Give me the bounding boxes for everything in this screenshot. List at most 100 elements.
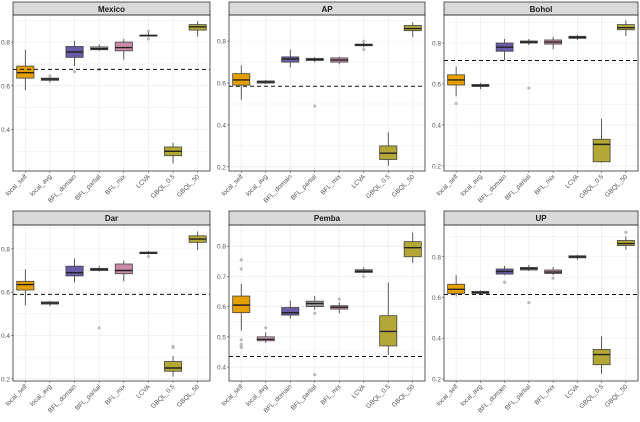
x-tick-label: LCVA — [564, 173, 581, 190]
panel-pemba: Pemba 0.4 0.5 0.6 0.7 0.8 local_self local_avg B… — [217, 210, 426, 414]
x-tick-label: local_self — [221, 383, 245, 407]
x-tick-label: BFL_partial — [290, 383, 319, 412]
x-tick-label: BFL_partial — [290, 173, 319, 202]
box-iqr — [114, 263, 133, 275]
x-tick-label: GBQL_50 — [604, 383, 630, 409]
x-tick-label: local_avg — [245, 383, 270, 408]
box-iqr — [281, 307, 300, 316]
x-tick-label: GBQL_0.5 — [365, 173, 392, 200]
box-iqr — [592, 138, 611, 163]
outlier-point — [527, 86, 531, 90]
box-BFL_domain — [281, 300, 300, 319]
box-local_avg — [40, 74, 59, 83]
box-local_self — [447, 66, 466, 106]
x-tick-label: GBQL_0.5 — [578, 383, 605, 410]
box-iqr — [403, 241, 422, 258]
box-LCVA — [139, 29, 158, 41]
box-BFL_mix — [114, 38, 133, 60]
box-BFL_domain — [65, 258, 84, 283]
outlier-point — [313, 311, 317, 315]
y-tick-label: 0.4 — [217, 365, 226, 372]
box-BFL_mix — [330, 56, 349, 65]
x-tick-label: local_avg — [459, 383, 484, 408]
box-GBQL_50 — [403, 232, 422, 263]
outlier-point — [97, 326, 101, 330]
outlier-point — [239, 267, 243, 271]
y-tick-label: 0.4 — [432, 336, 441, 343]
box-local_self — [232, 258, 251, 350]
x-tick-label: LCVA — [351, 173, 368, 190]
outlier-point — [146, 29, 151, 33]
outlier-point — [362, 274, 366, 278]
y-tick-label: 0.8 — [217, 39, 226, 46]
box-LCVA — [568, 254, 587, 260]
x-tick-label: BFL_partial — [74, 173, 103, 202]
box-BFL_mix — [544, 266, 563, 280]
y-tick-label: 0.8 — [432, 254, 441, 261]
x-tick-label: local_self — [5, 383, 29, 407]
box-BFL_partial — [90, 44, 109, 72]
panel-border — [443, 14, 639, 172]
x-tick-label: local_avg — [245, 173, 270, 198]
y-tick-label: 0.8 — [1, 40, 10, 47]
panel-bohol: Bohol 0.2 0.4 0.6 0.8 local_self local_avg BFL_… — [432, 1, 639, 204]
box-BFL_partial — [519, 38, 538, 90]
panel-title: AP — [321, 5, 333, 14]
box-local_avg — [471, 82, 490, 90]
box-GBQL_0.5 — [592, 336, 611, 374]
box-BFL_partial — [519, 264, 538, 305]
y-tick-label: 0.2 — [217, 164, 226, 171]
x-tick-label: GBQL_50 — [604, 173, 630, 199]
y-tick-label: 0.7 — [217, 274, 226, 281]
x-tick-label: GBQL_0.5 — [578, 173, 605, 200]
x-tick-label: LCVA — [564, 383, 581, 400]
x-tick-label: LCVA — [351, 383, 368, 400]
outlier-point — [72, 69, 77, 74]
box-BFL_domain — [281, 49, 300, 68]
box-BFL_domain — [495, 38, 514, 61]
outlier-point — [239, 344, 243, 348]
panel-title: UP — [535, 214, 547, 223]
x-tick-label: BFL_mix — [533, 383, 557, 407]
panel-title: Dar — [105, 214, 118, 223]
x-tick-label: GBQL_50 — [391, 173, 417, 199]
y-tick-label: 0.4 — [432, 122, 441, 129]
panel-title: Pemba — [314, 214, 341, 223]
box-BFL_domain — [65, 41, 84, 74]
x-tick-label: LCVA — [135, 173, 152, 190]
box-local_avg — [471, 290, 490, 295]
outlier-point — [48, 74, 52, 78]
y-tick-label: 0.8 — [432, 41, 441, 48]
y-tick-label: 0.4 — [1, 333, 10, 340]
box-local_self — [447, 275, 466, 297]
box-LCVA — [354, 39, 373, 52]
box-BFL_mix — [544, 36, 563, 50]
x-tick-label: local_avg — [29, 173, 54, 198]
box-GBQL_0.5 — [379, 132, 398, 166]
x-tick-label: BFL_partial — [74, 383, 103, 412]
outlier-point — [146, 254, 151, 259]
panel-border — [228, 224, 426, 382]
outlier-point — [264, 326, 268, 330]
y-tick-label: 0.6 — [1, 290, 10, 297]
x-tick-label: BFL_partial — [504, 173, 533, 202]
box-iqr — [164, 361, 183, 372]
plot-background — [229, 225, 425, 381]
box-BFL_partial — [305, 56, 324, 108]
y-tick-label: 0.4 — [1, 127, 10, 134]
y-tick-label: 0.6 — [217, 81, 226, 88]
x-tick-label: BFL_mix — [104, 383, 128, 407]
x-tick-label: local_self — [5, 173, 29, 197]
box-LCVA — [568, 34, 587, 40]
y-tick-label: 0.2 — [1, 376, 10, 383]
box-GBQL_50 — [616, 20, 635, 36]
plot-background — [13, 15, 210, 171]
box-BFL_mix — [330, 297, 349, 314]
x-tick-label: BFL_mix — [320, 383, 344, 407]
box-GBQL_50 — [188, 21, 207, 37]
